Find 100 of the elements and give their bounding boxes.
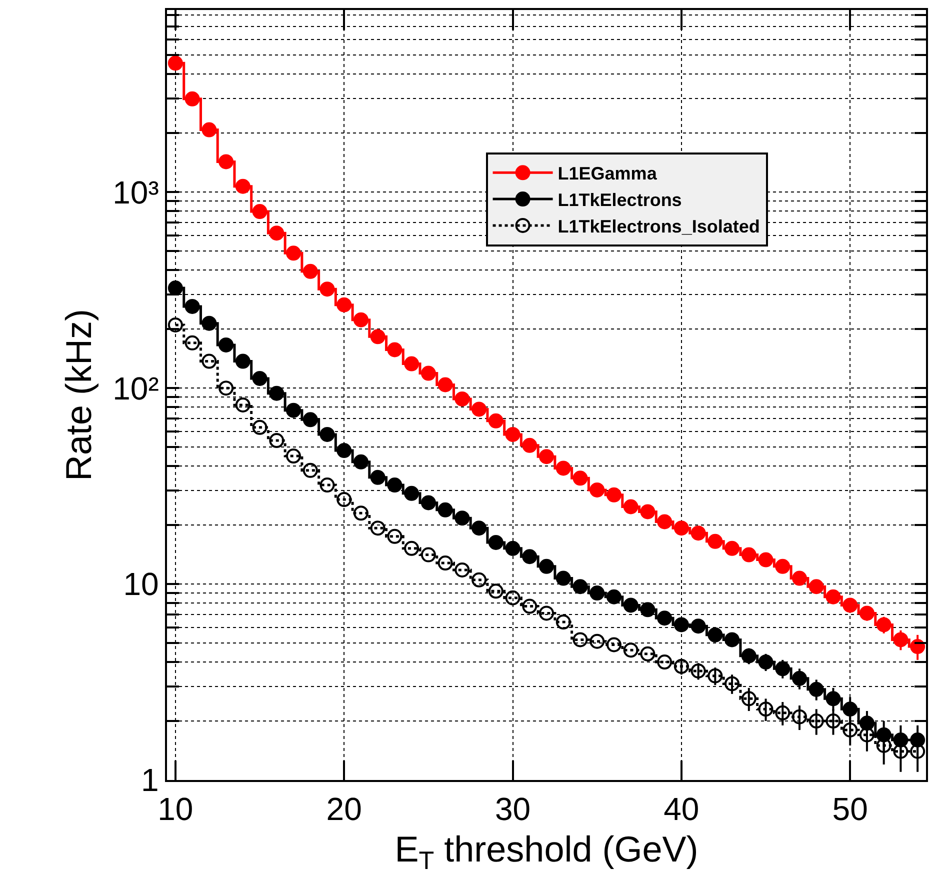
point — [708, 668, 723, 684]
point — [202, 122, 217, 138]
point — [590, 586, 605, 601]
point — [420, 366, 436, 381]
point — [708, 534, 723, 549]
point — [758, 654, 774, 670]
point — [320, 282, 335, 297]
point — [252, 370, 268, 386]
point — [404, 486, 420, 501]
point — [370, 520, 386, 536]
point — [387, 342, 402, 358]
point — [808, 714, 824, 729]
x-tick-label: 50 — [832, 791, 868, 828]
point — [690, 526, 706, 541]
point — [420, 495, 436, 510]
point — [522, 549, 538, 564]
point — [336, 297, 352, 312]
point — [741, 691, 756, 706]
point — [286, 448, 301, 464]
point — [336, 443, 352, 458]
y-axis-title: Rate (kHz) — [58, 308, 99, 482]
point — [606, 589, 622, 604]
point — [438, 377, 453, 392]
y-tick-label: 10³ — [112, 174, 160, 210]
point — [859, 727, 874, 742]
point — [336, 492, 352, 508]
point — [505, 426, 520, 442]
point — [184, 335, 200, 350]
x-tick-label: 10 — [158, 791, 194, 828]
y-tick-label: 1 — [141, 762, 159, 798]
point — [539, 449, 554, 464]
point — [404, 356, 420, 372]
x-tick-label: 20 — [326, 791, 362, 828]
point — [690, 618, 706, 634]
point — [792, 670, 807, 686]
point — [353, 312, 368, 328]
point — [623, 642, 638, 658]
point — [302, 462, 318, 478]
point — [370, 470, 386, 485]
point — [472, 572, 487, 588]
point — [859, 606, 874, 621]
point — [353, 454, 368, 470]
point — [218, 380, 234, 396]
point — [522, 598, 538, 614]
point — [623, 499, 638, 514]
point — [168, 280, 183, 296]
point — [572, 632, 588, 648]
point — [775, 705, 790, 720]
point — [505, 590, 520, 606]
point — [758, 552, 774, 568]
point — [842, 722, 858, 738]
point — [792, 709, 807, 724]
point — [572, 579, 588, 594]
point — [606, 637, 622, 652]
x-tick-label: 40 — [664, 791, 700, 828]
point — [808, 682, 824, 697]
point — [202, 316, 217, 331]
point — [168, 56, 183, 71]
point — [556, 570, 571, 586]
point — [269, 226, 284, 241]
point — [454, 510, 470, 526]
point — [168, 317, 183, 332]
point — [758, 702, 774, 717]
point — [826, 691, 841, 706]
point — [910, 639, 926, 654]
point — [775, 558, 790, 574]
point — [590, 482, 605, 498]
point — [302, 412, 318, 428]
point — [842, 702, 858, 717]
legend-label: L1TkElectrons — [558, 190, 682, 210]
point — [269, 433, 284, 448]
point — [539, 606, 554, 621]
point — [488, 584, 504, 599]
point — [842, 598, 858, 613]
point — [252, 420, 268, 435]
point — [353, 506, 368, 521]
point — [910, 744, 926, 759]
point — [454, 562, 470, 578]
point — [539, 558, 554, 574]
point — [572, 470, 588, 486]
y-tick-label: 10 — [123, 566, 159, 602]
point — [472, 402, 487, 417]
point — [893, 632, 908, 648]
point — [235, 178, 250, 194]
point — [690, 663, 706, 678]
point — [792, 570, 807, 586]
point — [286, 246, 301, 261]
point — [387, 478, 402, 493]
point — [708, 627, 723, 642]
x-tick-label: 30 — [494, 791, 531, 828]
point — [387, 528, 402, 544]
point — [640, 602, 656, 618]
point — [202, 354, 217, 369]
point — [724, 540, 740, 556]
point — [218, 154, 234, 170]
point — [522, 438, 538, 453]
point — [556, 460, 571, 476]
legend-label: L1EGamma — [558, 164, 658, 184]
point — [320, 478, 335, 493]
point — [556, 614, 571, 630]
